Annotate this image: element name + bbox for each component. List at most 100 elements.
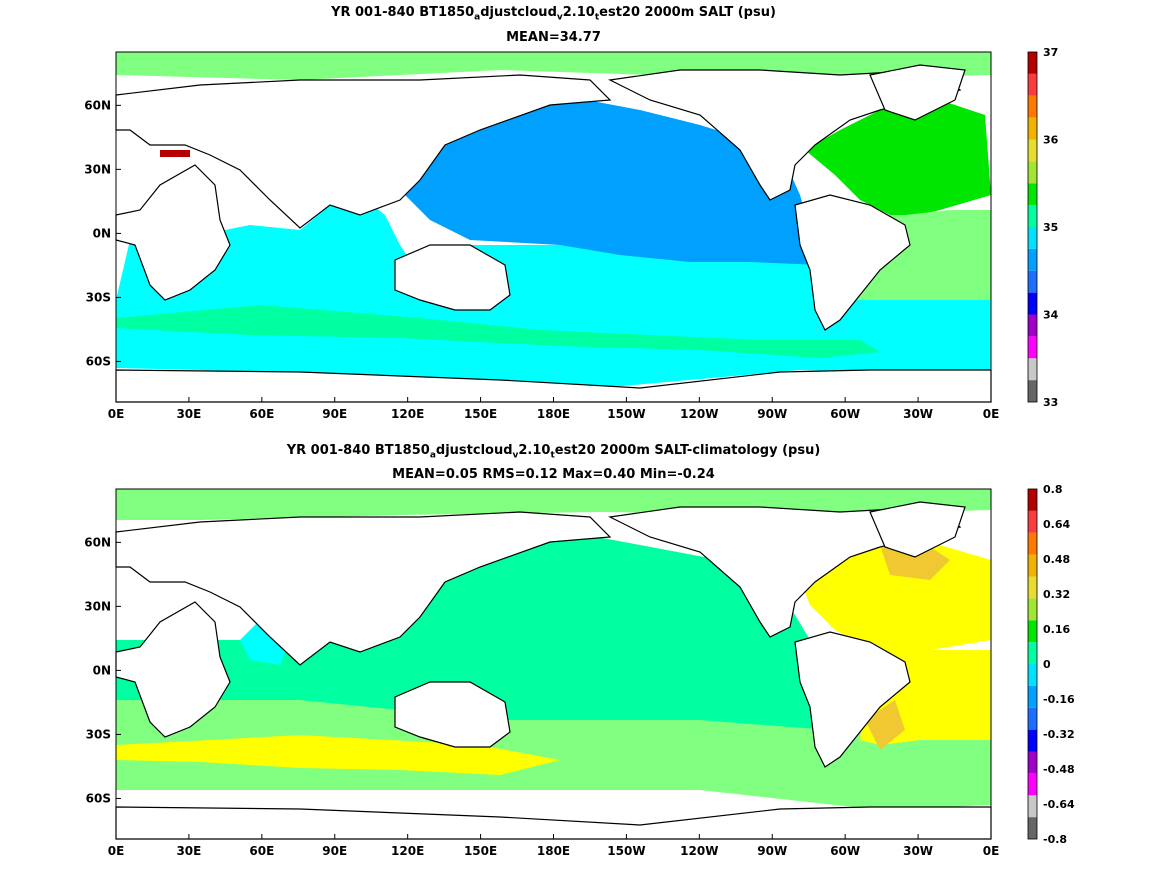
top-x-tick-label: 90W	[757, 407, 787, 421]
top-x-tick-label: 150E	[464, 407, 497, 421]
top-y-tick-label: 60S	[86, 354, 111, 368]
top-x-tick-label: 120W	[680, 407, 718, 421]
bottom-colorbar-swatch	[1028, 729, 1037, 752]
top-colorbar-swatch	[1028, 161, 1037, 184]
top-x-axis: 0E 30E 60E 90E 120E 150E 180E 150W 120W 90W 60W 30W…	[108, 397, 1000, 421]
top-colorbar-label: 36	[1043, 134, 1059, 147]
bottom-x-tick-label: 180E	[537, 844, 570, 858]
bottom-colorbar-swatch	[1028, 510, 1037, 533]
bottom-colorbar-swatch	[1028, 576, 1037, 599]
top-colorbar-swatch	[1028, 52, 1037, 74]
bottom-land-eurasia	[115, 511, 612, 666]
top-land-greenland	[869, 64, 966, 121]
top-x-tick-label: 120E	[391, 407, 424, 421]
bottom-x-tick-label: 150W	[607, 844, 645, 858]
top-colorbar-swatch	[1028, 183, 1037, 206]
top-x-tick-label: 60W	[830, 407, 860, 421]
bottom-colorbar-frame	[1027, 488, 1038, 840]
top-x-tick-label: 60E	[249, 407, 274, 421]
top-x-tick-label: 180E	[537, 407, 570, 421]
bottom-x-tick-label: 60W	[830, 844, 860, 858]
bottom-x-tick-label: 60E	[249, 844, 274, 858]
bottom-colorbar-label: -0.48	[1043, 763, 1075, 776]
top-land-africa	[115, 164, 231, 301]
top-colorbar-label: 35	[1043, 221, 1058, 234]
bottom-chart-title: YR 001-840 BT1850adjustcloudv2.10test20 …	[286, 443, 821, 461]
bottom-land-africa	[115, 601, 231, 738]
bottom-colorbar-label: -0.16	[1043, 693, 1075, 706]
top-land-south-america	[794, 194, 911, 331]
bottom-y-tick-label: 30N	[84, 599, 111, 613]
top-colorbar-swatch	[1028, 117, 1037, 140]
top-colorbar: 33 34 35 36 37	[1027, 46, 1059, 409]
bottom-colorbar-swatch	[1028, 489, 1037, 511]
top-colorbar-swatch	[1028, 314, 1037, 337]
bottom-region-southern-green	[116, 700, 991, 810]
bottom-colorbar-swatch	[1028, 642, 1037, 664]
bottom-colorbar-swatch	[1028, 685, 1037, 708]
bottom-x-tick-label: 0E	[108, 844, 125, 858]
top-land-north-america	[608, 69, 962, 201]
top-region-southern-band	[116, 305, 880, 358]
bottom-map-plot	[115, 489, 992, 840]
bottom-x-tick-label: 120E	[391, 844, 424, 858]
top-colorbar-swatch	[1028, 139, 1037, 162]
bottom-colorbar-swatch	[1028, 795, 1037, 818]
bottom-colorbar-label: -0.32	[1043, 728, 1075, 741]
top-x-tick-label: 150W	[607, 407, 645, 421]
bottom-colorbar-label: 0.48	[1043, 553, 1070, 566]
bottom-region-brazil-orange	[865, 700, 905, 750]
top-y-tick-label: 60N	[84, 98, 111, 112]
bottom-colorbar-swatch	[1028, 598, 1037, 621]
top-colorbar-swatch	[1028, 380, 1037, 402]
bottom-y-tick-label: 0N	[93, 663, 111, 677]
top-colorbar-frame	[1027, 51, 1038, 403]
top-colorbar-swatch	[1028, 95, 1037, 118]
bottom-colorbar: -0.8 -0.64 -0.48 -0.32 -0.16 0 0.16 0.32 0.48 0.6…	[1027, 483, 1075, 846]
top-chart-subtitle: MEAN=34.77	[506, 30, 601, 45]
bottom-x-tick-label: 30E	[176, 844, 201, 858]
bottom-x-tick-label: 150E	[464, 844, 497, 858]
bottom-colorbar-swatch	[1028, 620, 1037, 643]
bottom-colorbar-label: 0	[1043, 658, 1051, 671]
bottom-colorbar-label: -0.8	[1043, 833, 1067, 846]
top-colorbar-label: 33	[1043, 396, 1058, 409]
bottom-land-australia	[394, 681, 511, 748]
top-colorbar-swatch	[1028, 248, 1037, 271]
top-colorbar-swatch	[1028, 227, 1037, 249]
bottom-y-tick-label: 60S	[86, 791, 111, 805]
top-y-tick-label: 0N	[93, 226, 111, 240]
bottom-colorbar-swatch	[1028, 532, 1037, 555]
bottom-colorbar-label: 0.32	[1043, 588, 1070, 601]
bottom-colorbar-swatch	[1028, 751, 1037, 774]
bottom-region-north-atlantic	[800, 540, 991, 655]
bottom-land-south-america	[794, 631, 911, 768]
top-colorbar-swatch	[1028, 336, 1037, 359]
bottom-x-tick-label: 120W	[680, 844, 718, 858]
top-y-tick-label: 30S	[86, 290, 111, 304]
bottom-y-tick-label: 30S	[86, 727, 111, 741]
top-x-tick-label: 0E	[983, 407, 1000, 421]
top-colorbar-swatch	[1028, 270, 1037, 293]
top-x-tick-label: 30W	[903, 407, 933, 421]
bottom-colorbar-swatch	[1028, 773, 1037, 796]
bottom-land-north-america	[608, 506, 962, 638]
top-x-tick-label: 0E	[108, 407, 125, 421]
top-colorbar-swatch	[1028, 358, 1037, 381]
bottom-colorbar-label: 0.64	[1043, 518, 1070, 531]
top-land-eurasia	[115, 74, 612, 229]
top-colorbar-swatch	[1028, 73, 1037, 96]
top-colorbar-label: 37	[1043, 46, 1058, 59]
bottom-colorbar-swatch	[1028, 664, 1037, 686]
bottom-x-tick-label: 30W	[903, 844, 933, 858]
bottom-x-tick-label: 90E	[322, 844, 347, 858]
top-region-south-pacific	[470, 245, 815, 330]
top-region-north-pacific	[405, 95, 820, 265]
bottom-colorbar-swatch	[1028, 554, 1037, 577]
bottom-region-pacific	[116, 530, 820, 740]
top-region-north-atlantic	[805, 100, 991, 220]
bottom-colorbar-label: -0.64	[1043, 798, 1075, 811]
bottom-x-axis: 0E 30E 60E 90E 120E 150E 180E 150W 120W 90W 60W 30W…	[108, 834, 999, 858]
